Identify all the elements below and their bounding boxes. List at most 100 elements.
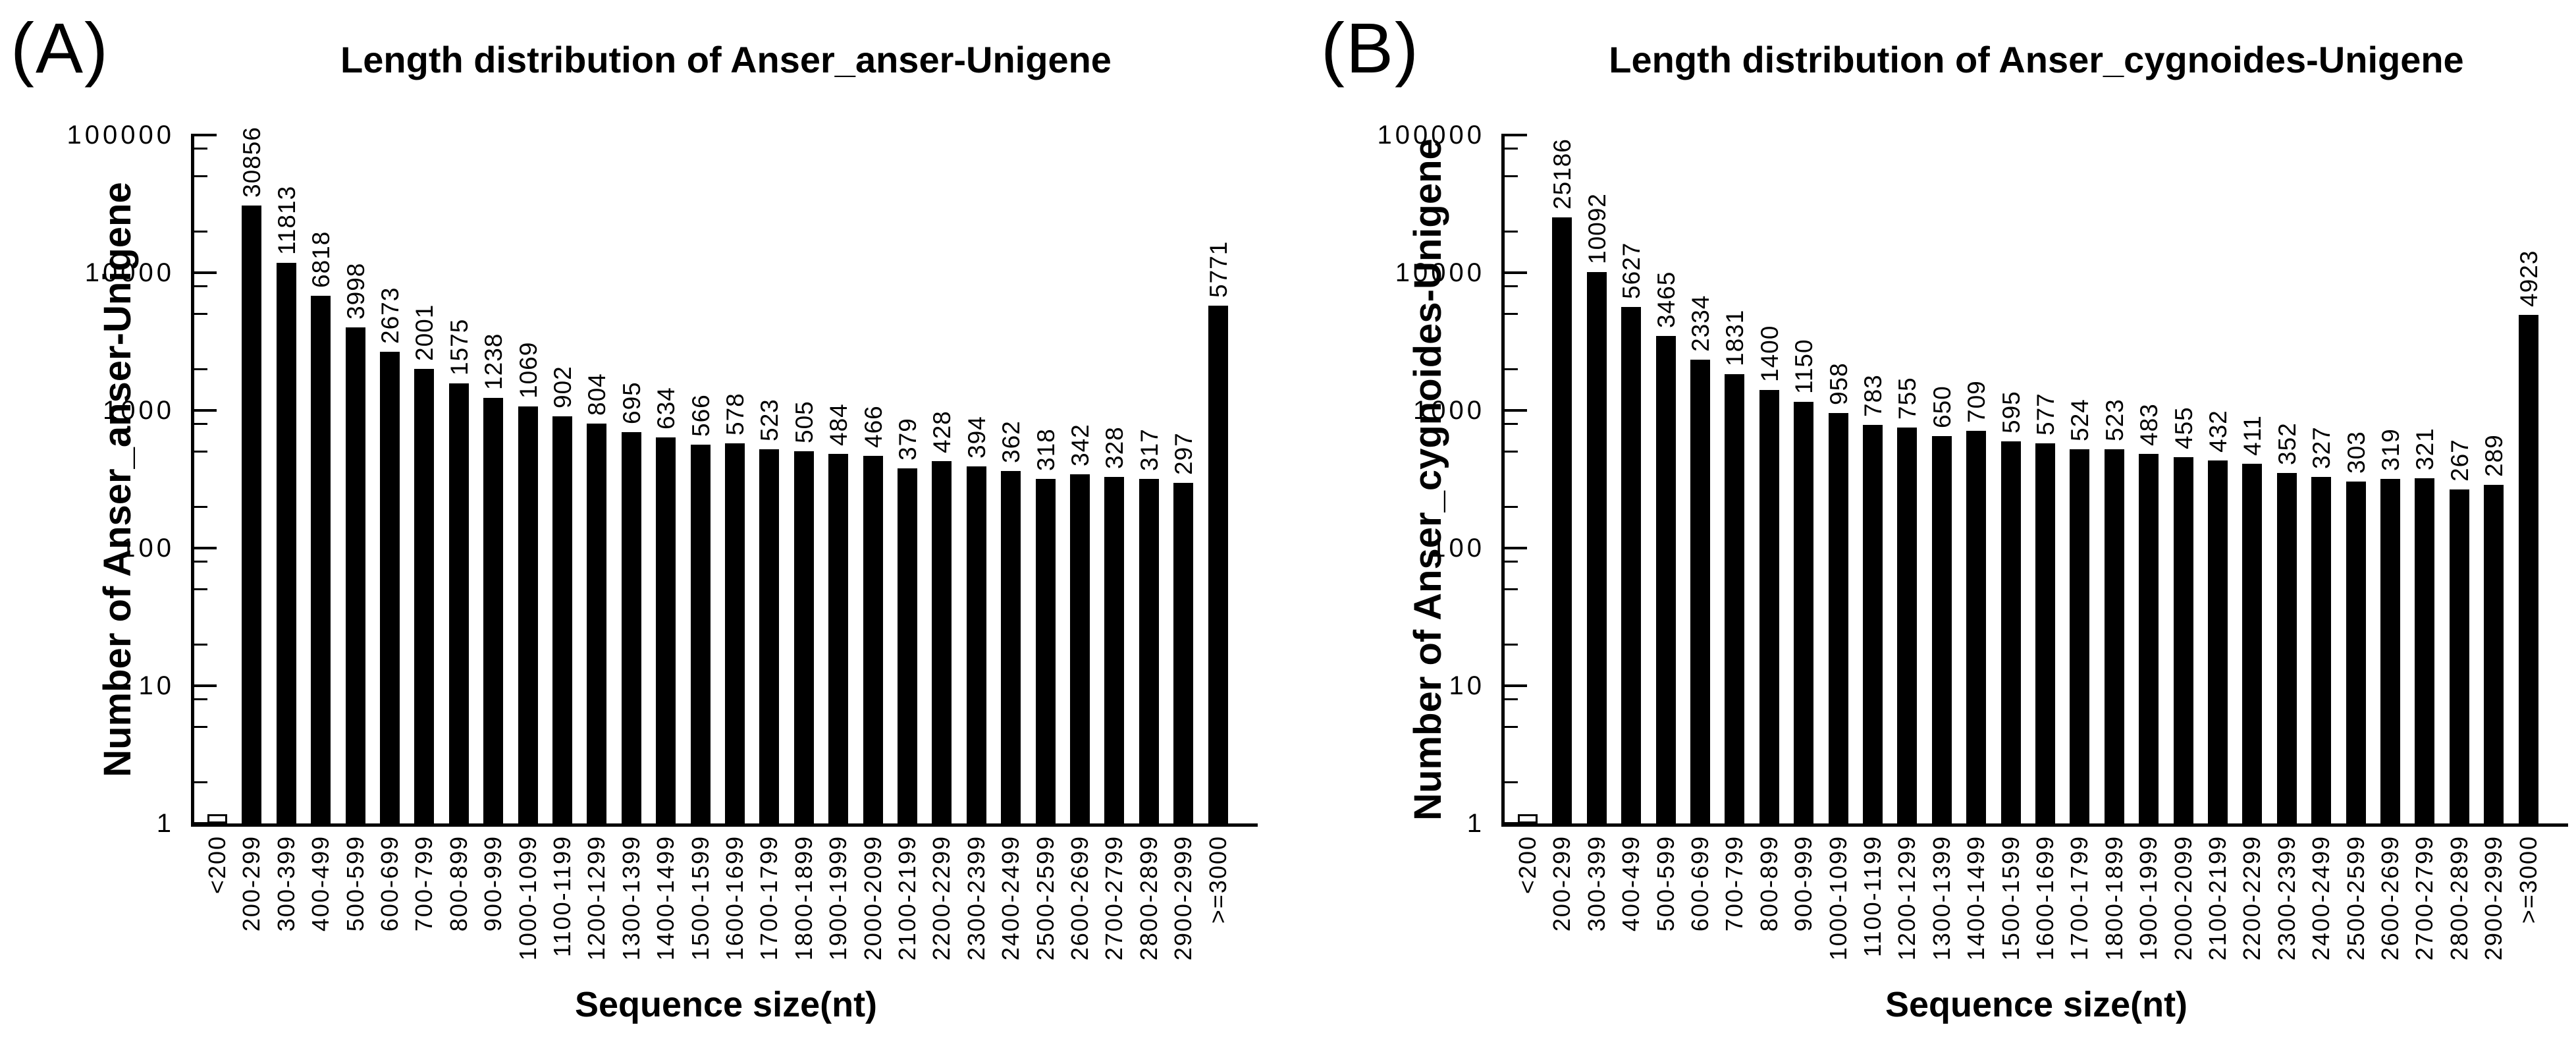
bar	[242, 205, 262, 823]
bar-value-text: 3465	[1652, 271, 1680, 329]
bar-value-text: 2673	[377, 287, 404, 344]
x-tick-text: 1800-1899	[2100, 835, 2128, 961]
bar	[1586, 272, 1607, 823]
bar-value-text: 362	[998, 420, 1025, 464]
bar	[1966, 431, 1987, 823]
x-tick-text: 1100-1199	[1859, 835, 1886, 957]
plot-area-a: 1 10 100 1000 10000 100000 <200 30856 200-299 118…	[67, 122, 1258, 961]
bar-value-text: 297	[1170, 432, 1198, 476]
y-minor-tick	[194, 560, 207, 563]
bar-value-text: 352	[2273, 422, 2301, 465]
x-axis-line	[1501, 823, 2568, 827]
bar-value-text: 319	[2377, 428, 2404, 471]
bar	[1173, 483, 1194, 823]
bar	[1794, 402, 1814, 823]
bar	[2346, 482, 2366, 823]
bar-value-text: 11813	[273, 185, 300, 255]
bar-value-text: 484	[825, 403, 853, 446]
bar	[414, 369, 435, 823]
bar	[552, 416, 572, 823]
bar-value-text: 466	[859, 405, 887, 449]
bar-value-text: 428	[928, 410, 956, 454]
bar-value-text: 267	[2446, 439, 2473, 482]
x-tick-text: 2000-2099	[859, 835, 886, 961]
x-tick-text: 200-299	[238, 835, 265, 932]
x-tick-text: 1300-1399	[1927, 835, 1955, 961]
bar-value-text: 342	[1067, 424, 1094, 467]
x-tick-text: 1000-1099	[1824, 835, 1852, 961]
bar	[345, 327, 365, 823]
x-tick-text: 1200-1299	[583, 835, 610, 961]
y-major-tick	[1505, 134, 1527, 136]
bar-value-text: 2001	[411, 304, 439, 362]
y-minor-tick	[1505, 422, 1518, 425]
x-tick-text: 1400-1499	[652, 835, 680, 961]
bar-value-text: 1575	[445, 318, 473, 375]
bar	[1070, 474, 1090, 823]
y-minor-tick	[1505, 698, 1518, 700]
bar	[311, 295, 331, 823]
x-axis-title-b: Sequence size(nt)	[1885, 985, 2188, 1024]
y-minor-tick	[1505, 313, 1518, 316]
bar	[2415, 478, 2435, 823]
y-tick-label: 10	[1449, 671, 1485, 700]
bar-value-text: 577	[2032, 393, 2059, 435]
x-tick-text: 800-899	[1755, 835, 1783, 932]
bar-stub	[207, 814, 227, 823]
bar-value-text: 318	[1032, 428, 1060, 471]
y-minor-tick	[1505, 175, 1518, 178]
y-minor-tick	[1505, 643, 1518, 646]
x-tick-text: 400-499	[307, 835, 335, 932]
y-major-tick	[1505, 409, 1527, 412]
bar-value-text: 523	[756, 399, 784, 441]
y-minor-tick	[194, 588, 207, 591]
bar-value-text: 523	[2101, 399, 2128, 441]
y-major-tick	[194, 271, 217, 274]
bar-value-text: 804	[583, 373, 611, 416]
bar-value-text: 3998	[342, 262, 369, 320]
bar	[2311, 477, 2332, 823]
x-tick-text: 200-299	[1548, 835, 1576, 932]
chart-title-b: Length distribution of Anser_cygnoides-U…	[1609, 39, 2464, 80]
y-minor-tick	[1505, 285, 1518, 287]
bar-value-text: 755	[1894, 376, 1921, 420]
x-tick-text: 2900-2999	[1169, 835, 1197, 961]
bar	[966, 466, 986, 823]
bar	[2070, 449, 2090, 823]
x-tick-text: 1800-1899	[790, 835, 817, 961]
y-minor-tick	[194, 230, 207, 233]
y-tick-label: 1	[156, 809, 174, 838]
bar	[2276, 472, 2297, 823]
bar	[2449, 489, 2469, 823]
x-tick-text: 400-499	[1617, 835, 1645, 932]
bar-value-text: 1069	[514, 341, 542, 399]
y-minor-tick	[1505, 560, 1518, 563]
bar-value-text: 505	[790, 401, 818, 443]
x-tick-text: 600-699	[1686, 835, 1713, 932]
x-tick-text: 600-699	[376, 835, 403, 932]
bar	[759, 449, 780, 823]
y-major-tick	[1505, 547, 1527, 549]
bar-value-text: 1238	[480, 333, 508, 390]
x-tick-text: 1600-1699	[2031, 835, 2058, 961]
y-tick-label: 10000	[84, 258, 174, 287]
bar-value-text: 379	[894, 418, 921, 461]
y-minor-tick	[1505, 368, 1518, 370]
y-axis-line	[191, 134, 194, 827]
bar-value-text: 411	[2239, 414, 2267, 456]
x-axis-title-a: Sequence size(nt)	[574, 985, 878, 1024]
bar-value-text: 650	[1928, 385, 1956, 429]
y-minor-tick	[194, 422, 207, 425]
x-tick-text: 2300-2399	[962, 835, 990, 961]
bar	[2139, 454, 2159, 823]
bar-value-text: 10092	[1583, 193, 1611, 265]
bar-stub	[1518, 814, 1538, 823]
bar	[2380, 478, 2400, 823]
y-minor-tick	[1505, 588, 1518, 591]
chart-title-a: Length distribution of Anser_anser-Unige…	[340, 39, 1112, 80]
x-tick-text: 2700-2799	[1100, 835, 1128, 961]
y-minor-tick	[1505, 230, 1518, 233]
bar-value-text: 566	[687, 393, 714, 437]
y-tick-label: 1000	[103, 396, 174, 425]
y-tick-label: 100	[1431, 534, 1485, 563]
